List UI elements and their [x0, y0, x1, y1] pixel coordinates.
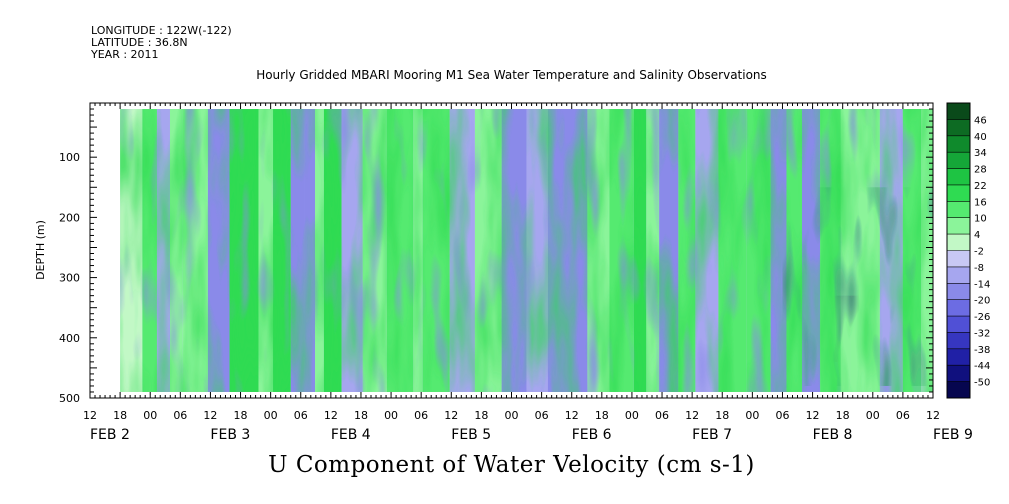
date-label: FEB 6	[572, 427, 612, 443]
x-tick-label: 00	[505, 409, 519, 422]
y-axis-label: DEPTH (m)	[34, 220, 47, 280]
x-tick-label: 06	[173, 409, 187, 422]
date-label: FEB 2	[90, 427, 130, 443]
chart-title: Hourly Gridded MBARI Mooring M1 Sea Wate…	[256, 68, 767, 82]
colorbar-swatch	[947, 348, 970, 366]
colorbar-label: -44	[974, 361, 990, 372]
colorbar-label: -38	[974, 345, 990, 356]
y-tick-label: 500	[59, 392, 80, 405]
x-tick-label: 18	[836, 409, 850, 422]
colorbar-swatch	[947, 381, 970, 399]
colorbar-label: 22	[974, 181, 987, 192]
heatmap-strong-blobs	[782, 187, 933, 386]
colorbar-swatch	[947, 332, 970, 350]
x-tick-label: 12	[203, 409, 217, 422]
x-tick-label: 06	[896, 409, 910, 422]
x-tick-label: 18	[234, 409, 248, 422]
colorbar-swatch	[947, 168, 970, 186]
date-label: FEB 4	[331, 427, 371, 443]
colorbar-label: -2	[974, 247, 984, 258]
x-tick-label: 00	[384, 409, 398, 422]
x-tick-label: 18	[474, 409, 488, 422]
x-tick-label: 00	[866, 409, 880, 422]
variable-label: U Component of Water Velocity (cm s-1)	[268, 452, 755, 478]
x-tick-label: 00	[745, 409, 759, 422]
colorbar-label: -50	[974, 378, 990, 389]
colorbar-label: -20	[974, 296, 990, 307]
x-tick-label: 00	[625, 409, 639, 422]
colorbar-swatch	[947, 103, 970, 120]
date-label: FEB 9	[933, 427, 973, 443]
date-label: FEB 7	[692, 427, 732, 443]
y-tick-label: 300	[59, 272, 80, 285]
colorbar-swatch	[947, 152, 970, 170]
colorbar-swatch	[947, 283, 970, 301]
colorbar-label: 28	[974, 165, 987, 176]
x-tick-label: 12	[565, 409, 579, 422]
date-label: FEB 5	[451, 427, 491, 443]
x-tick-label: 12	[83, 409, 97, 422]
x-tick-label: 12	[926, 409, 940, 422]
x-tick-label: 18	[113, 409, 127, 422]
colorbar-label: -14	[974, 279, 990, 290]
colorbar-swatch	[947, 217, 970, 235]
date-label: FEB 3	[210, 427, 250, 443]
colorbar-label: 10	[974, 214, 987, 225]
velocity-heatmap	[120, 109, 934, 392]
colorbar-swatch	[947, 299, 970, 317]
x-tick-label: 06	[294, 409, 308, 422]
longitude-label: LONGITUDE : 122W(-122)	[91, 24, 232, 37]
colorbar-swatch	[947, 184, 970, 202]
x-tick-label: 18	[595, 409, 609, 422]
colorbar-label: 16	[974, 197, 987, 208]
x-tick-label: 00	[264, 409, 278, 422]
colorbar-label: -26	[974, 312, 990, 323]
x-tick-label: 06	[655, 409, 669, 422]
y-tick-label: 100	[59, 151, 80, 164]
colorbar-label: -32	[974, 328, 990, 339]
date-label: FEB 8	[813, 427, 853, 443]
colorbar-swatch	[947, 135, 970, 153]
colorbar-label: 46	[974, 115, 987, 126]
colorbar-swatch	[947, 234, 970, 251]
x-tick-label: 18	[715, 409, 729, 422]
x-tick-label: 12	[806, 409, 820, 422]
x-tick-label: 12	[324, 409, 338, 422]
colorbar-swatch	[947, 316, 970, 333]
colorbar-label: 40	[974, 132, 987, 143]
year-label: YEAR : 2011	[91, 48, 159, 61]
x-tick-label: 12	[685, 409, 699, 422]
colorbar-swatch	[947, 266, 970, 284]
y-tick-label: 400	[59, 332, 80, 345]
colorbar-label: 4	[974, 230, 980, 241]
x-tick-label: 12	[444, 409, 458, 422]
x-tick-label: 00	[143, 409, 157, 422]
x-tick-label: 06	[414, 409, 428, 422]
y-tick-label: 200	[59, 211, 80, 224]
colorbar-swatch	[947, 250, 970, 268]
colorbar-swatch	[947, 365, 970, 383]
colorbar-swatch	[947, 201, 970, 219]
x-tick-label: 06	[775, 409, 789, 422]
x-tick-label: 06	[535, 409, 549, 422]
colorbar-label: 34	[974, 148, 987, 159]
colorbar-swatch	[947, 119, 970, 137]
x-tick-label: 18	[354, 409, 368, 422]
latitude-label: LATITUDE : 36.8N	[91, 36, 188, 49]
colorbar-label: -8	[974, 263, 984, 274]
